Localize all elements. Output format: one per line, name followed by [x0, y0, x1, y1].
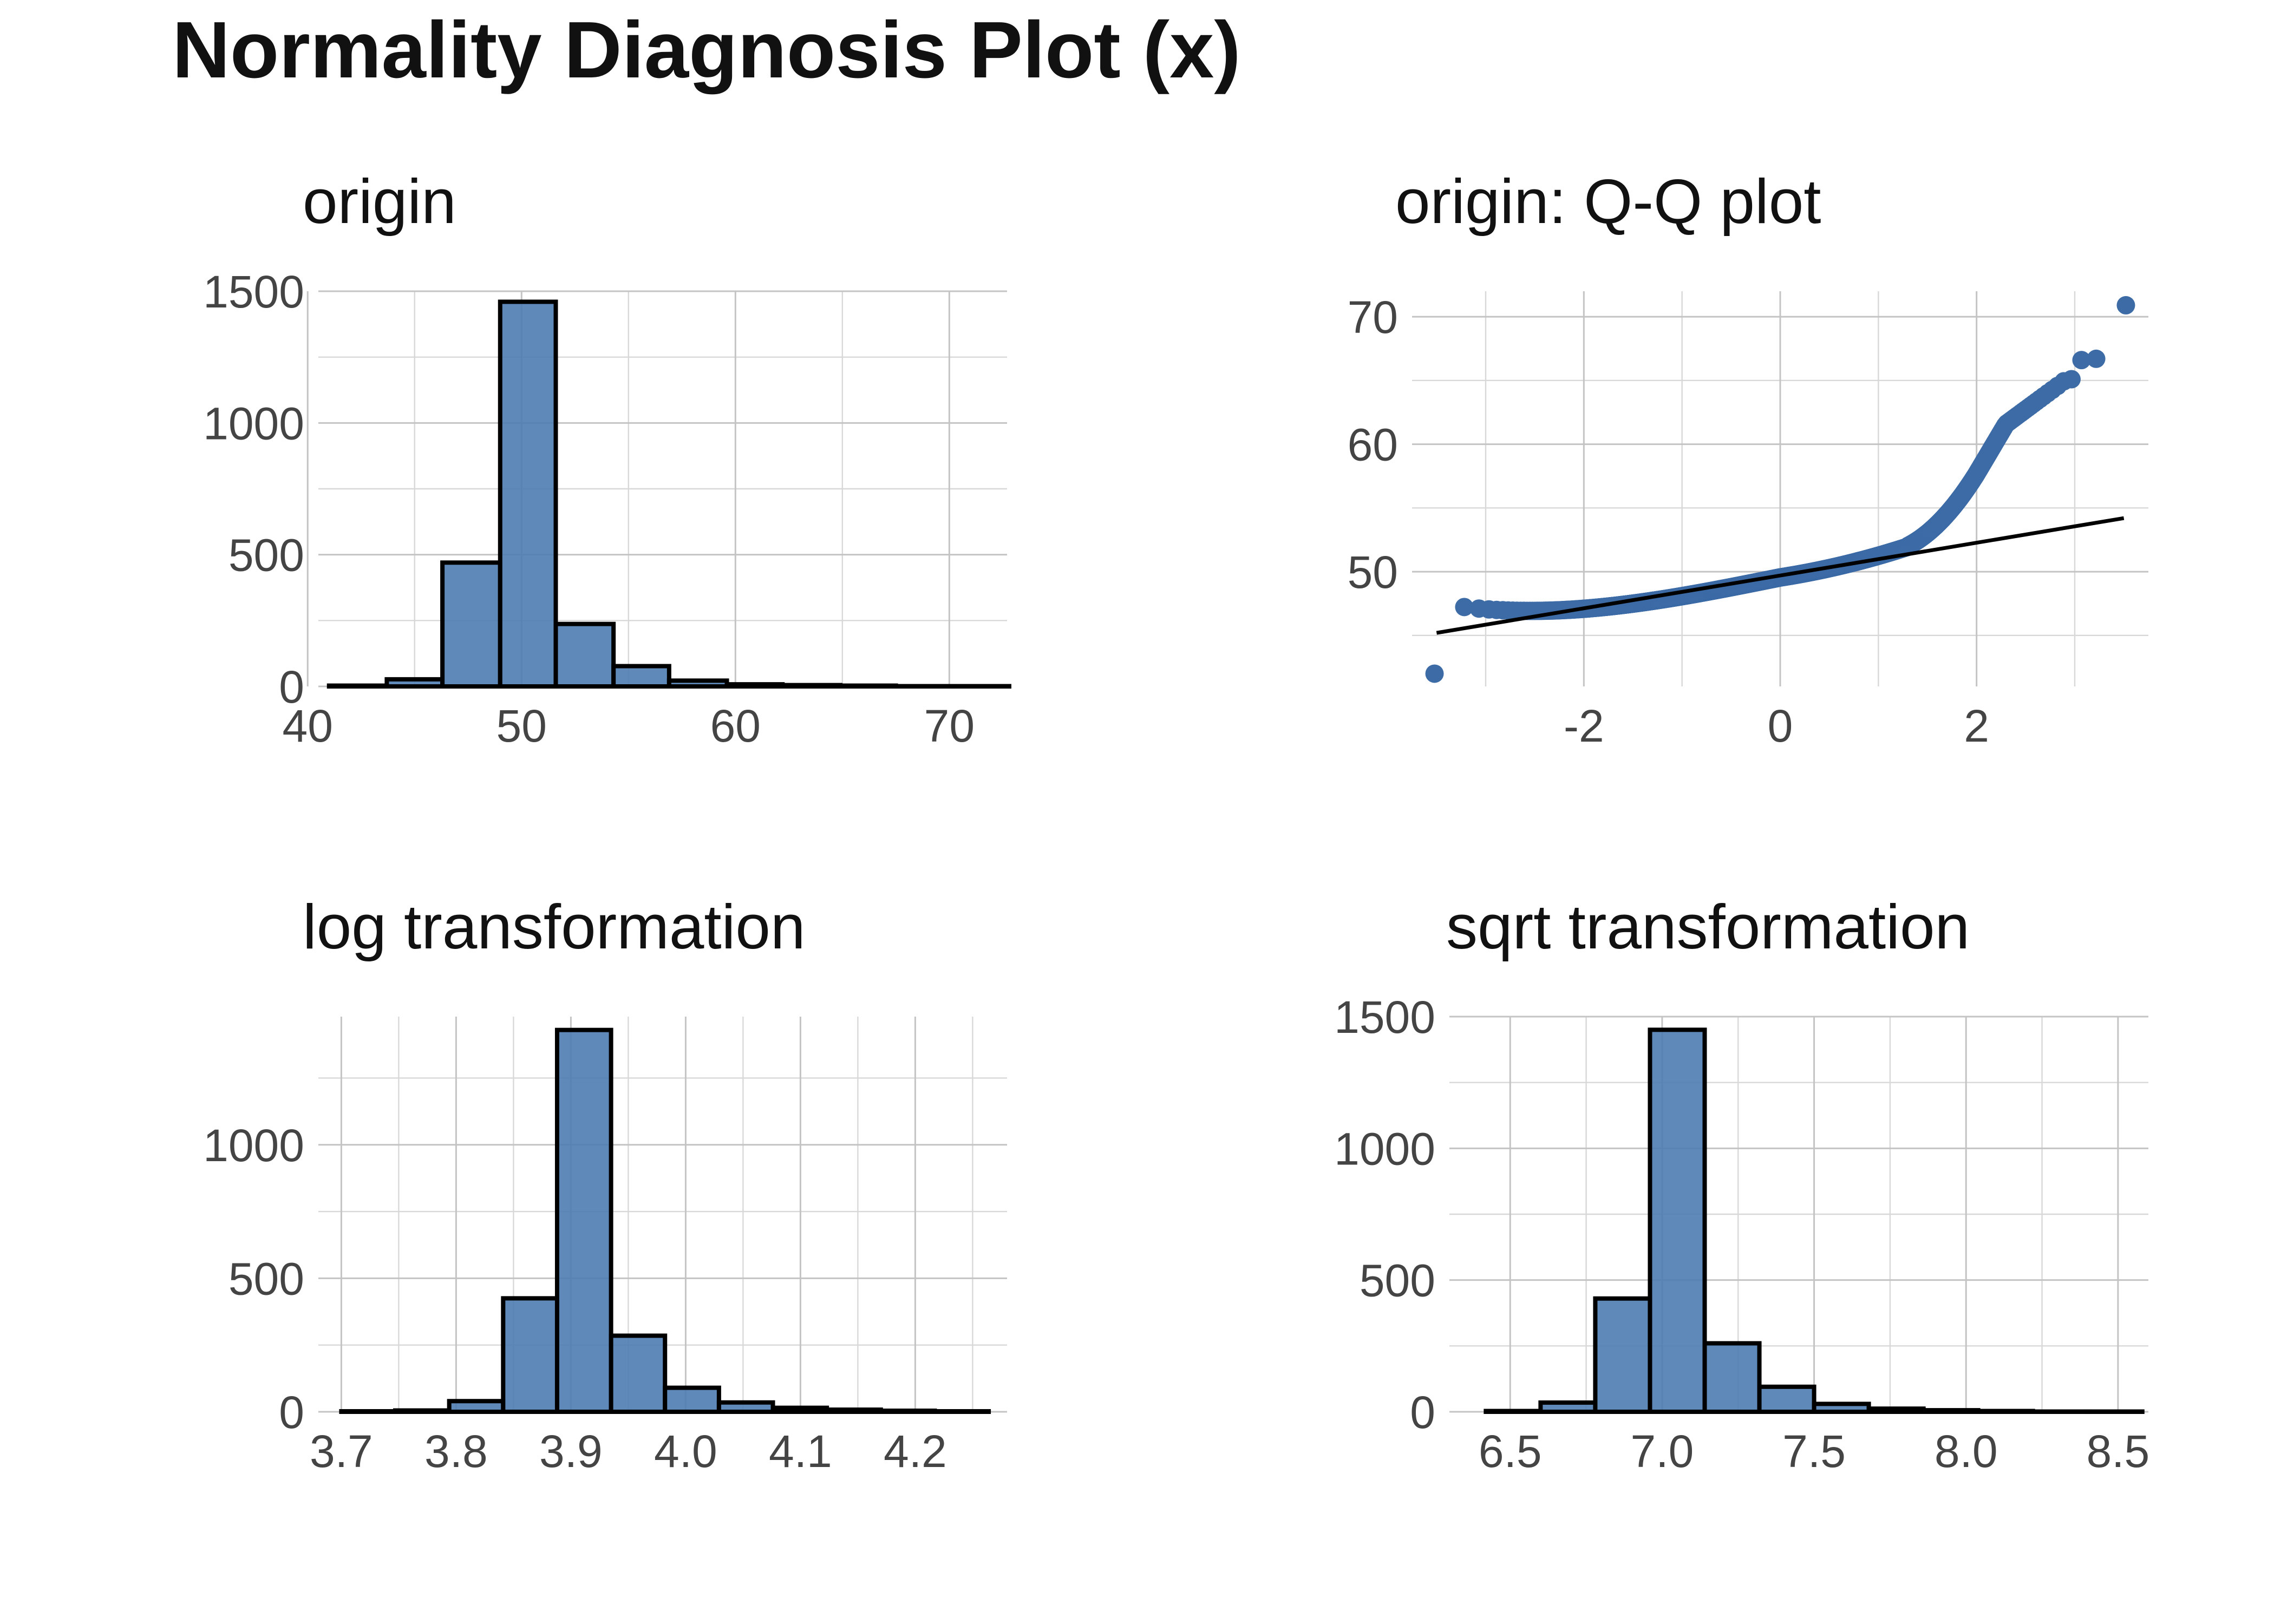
- qq-point: [2116, 296, 2135, 315]
- x-tick-label: 3.9: [539, 1426, 603, 1477]
- histogram-bar: [780, 683, 842, 689]
- y-tick-label: 0: [1410, 1387, 1435, 1438]
- histogram-bar: [724, 682, 785, 689]
- x-tick-label: 8.0: [1935, 1426, 1998, 1477]
- origin-histogram-panel: 40 50 60 70 0 500 1000 1500: [203, 266, 1011, 751]
- qq-point: [1455, 598, 1474, 617]
- y-tick-label: 50: [1348, 547, 1398, 598]
- x-tick-label: -2: [1564, 700, 1604, 751]
- x-tick-label: 6.5: [1479, 1426, 1542, 1477]
- qq-points: [1425, 296, 2135, 683]
- y-tick-label: 500: [1360, 1255, 1435, 1306]
- grid-lines: [306, 290, 1007, 687]
- x-tick-label: 7.0: [1631, 1426, 1694, 1477]
- histogram-bar: [770, 1405, 829, 1414]
- histogram-bar: [611, 664, 671, 689]
- histogram-bar: [1593, 1296, 1652, 1415]
- origin-qq-plot-panel: -2 0 2 50 60 70: [1348, 291, 2148, 751]
- histogram-bar: [1484, 1409, 1543, 1415]
- qq-point: [2087, 349, 2106, 368]
- x-tick-label: 8.5: [2086, 1426, 2149, 1477]
- x-tick-label: 4.2: [884, 1426, 947, 1477]
- x-tick-label: 2: [1964, 700, 1989, 751]
- x-tick-label: 0: [1768, 700, 1793, 751]
- log-histogram-panel: 3.7 3.8 3.9 4.0 4.1 4.2 0 500 1000: [203, 1017, 1007, 1477]
- x-tick-label: 7.5: [1782, 1426, 1846, 1477]
- histogram-bar: [554, 1027, 613, 1414]
- histogram-bar: [1921, 1408, 1981, 1415]
- panel-title-log-transformation: log transformation: [303, 892, 806, 962]
- grid-lines: [1449, 1016, 2148, 1413]
- x-tick-label: 40: [283, 700, 333, 751]
- histogram-bar: [553, 621, 616, 689]
- histogram-bar: [498, 299, 558, 689]
- panel-title-sqrt-transformation: sqrt transformation: [1446, 892, 1970, 962]
- x-tick-label: 3.7: [310, 1426, 373, 1477]
- histogram-bar: [1538, 1400, 1598, 1414]
- panel-title-qq-plot: origin: Q-Q plot: [1395, 166, 1821, 237]
- histogram-bars: [1484, 1027, 2145, 1415]
- x-tick-label: 3.8: [424, 1426, 488, 1477]
- histogram-bar: [393, 1408, 452, 1414]
- y-tick-label: 500: [228, 530, 304, 581]
- histogram-bar: [878, 1409, 937, 1415]
- qq-reference-line: [1436, 516, 2125, 635]
- histogram-bar: [609, 1333, 668, 1415]
- histogram-bars: [339, 1027, 991, 1415]
- y-tick-label: 1000: [203, 1120, 304, 1171]
- histogram-bar: [663, 1385, 721, 1415]
- histogram-bar: [932, 1409, 991, 1414]
- histogram-bar: [1812, 1402, 1871, 1414]
- y-tick-label: 500: [228, 1253, 304, 1304]
- y-tick-label: 0: [279, 1387, 304, 1438]
- histogram-bar: [1757, 1384, 1816, 1414]
- histogram-bar: [951, 684, 1011, 689]
- histogram-bar: [1702, 1341, 1762, 1414]
- y-tick-label: 1000: [1334, 1123, 1435, 1174]
- qq-point: [2062, 370, 2081, 389]
- main-title: Normality Diagnosis Plot (x): [172, 5, 1241, 95]
- y-tick-label: 1500: [203, 266, 304, 317]
- grid-lines: [1412, 291, 2148, 686]
- x-tick-label: 70: [924, 700, 975, 751]
- histogram-bar: [501, 1296, 559, 1414]
- histogram-bars: [326, 299, 1011, 689]
- histogram-bar: [384, 677, 445, 689]
- histogram-bar: [893, 684, 956, 689]
- histogram-bar: [440, 560, 502, 689]
- x-tick-label: 60: [710, 700, 761, 751]
- histogram-bar: [447, 1399, 506, 1414]
- histogram-bar: [339, 1409, 398, 1414]
- y-tick-label: 70: [1348, 292, 1398, 343]
- histogram-bar: [716, 1400, 775, 1415]
- y-tick-label: 1500: [1334, 992, 1435, 1043]
- histogram-bar: [825, 1407, 883, 1414]
- histogram-bar: [1648, 1027, 1707, 1415]
- x-tick-label: 4.1: [769, 1426, 832, 1477]
- y-tick-label: 1000: [203, 398, 304, 449]
- panel-title-origin: origin: [303, 166, 456, 237]
- qq-point: [1425, 664, 1444, 683]
- qq-point: [2072, 351, 2091, 370]
- histogram-bar: [1866, 1406, 1926, 1414]
- histogram-bar: [666, 678, 729, 689]
- histogram-bar: [1976, 1409, 2035, 1415]
- sqrt-histogram-panel: 6.5 7.0 7.5 8.0 8.5 0 500 1000 1500: [1334, 992, 2149, 1477]
- x-tick-label: 4.0: [654, 1426, 717, 1477]
- x-tick-label: 50: [496, 700, 547, 751]
- y-tick-label: 0: [279, 662, 304, 712]
- y-tick-label: 60: [1348, 420, 1398, 470]
